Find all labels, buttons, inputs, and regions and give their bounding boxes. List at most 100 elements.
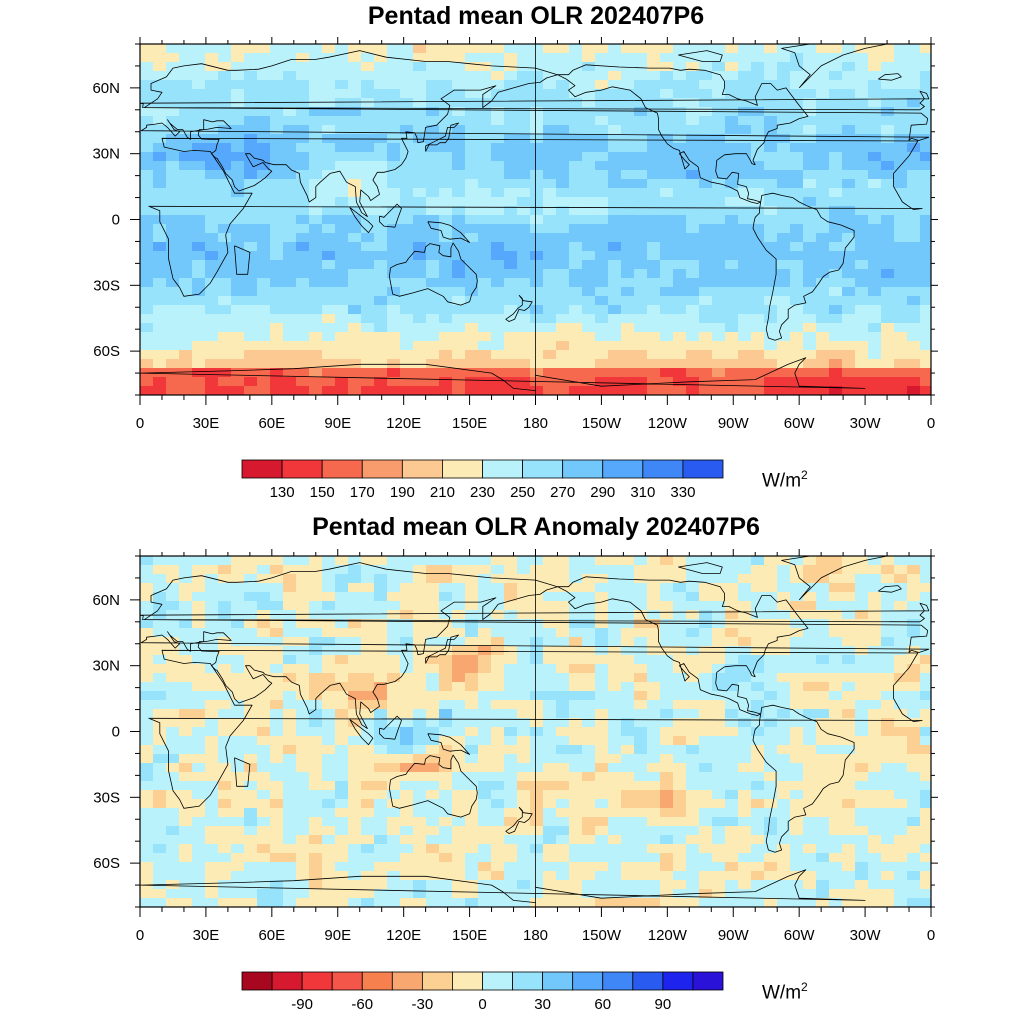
coastline bbox=[425, 122, 459, 152]
x-tick-label: 150W bbox=[582, 927, 622, 944]
colorbar-swatch bbox=[321, 459, 363, 479]
colorbar-label: -30 bbox=[412, 996, 434, 1013]
colorbar-swatch bbox=[542, 971, 574, 991]
colorbar-swatch bbox=[271, 971, 303, 991]
coastline bbox=[678, 562, 723, 574]
olr-anomaly-map-panel: 0 30E 60E 90E 120E 150E 180 150W 120W 90W 60W 30W 0 6… bbox=[92, 549, 938, 1013]
colorbar-swatch bbox=[692, 971, 724, 991]
x-tick-label: 90W bbox=[718, 415, 750, 432]
coastline bbox=[349, 207, 374, 234]
coastline bbox=[234, 245, 251, 275]
colorbar-swatch bbox=[361, 459, 403, 479]
coastline bbox=[425, 634, 459, 664]
coastline bbox=[389, 242, 478, 306]
colorbar-label: 270 bbox=[550, 484, 575, 501]
coastline bbox=[505, 294, 533, 322]
x-tick-label: 120E bbox=[386, 415, 421, 432]
coastline bbox=[140, 90, 930, 111]
colorbar-swatch bbox=[662, 971, 694, 991]
colorbar-label: -60 bbox=[351, 996, 373, 1013]
colorbar-label: 150 bbox=[310, 484, 335, 501]
colorbar-swatch bbox=[241, 459, 283, 479]
coastline bbox=[379, 203, 402, 228]
y-tick-label: 60N bbox=[92, 80, 120, 97]
x-tick-label: 0 bbox=[927, 415, 935, 432]
x-tick-label: 120W bbox=[648, 927, 688, 944]
colorbar-label: 90 bbox=[655, 996, 672, 1013]
olr-anomaly-units-text: W/m bbox=[762, 982, 802, 1004]
x-axis-ticks bbox=[139, 37, 932, 405]
x-tick-label: 180 bbox=[523, 927, 548, 944]
x-tick-label: 60W bbox=[784, 415, 816, 432]
coastline bbox=[234, 757, 251, 787]
y-tick-label: 30N bbox=[92, 658, 120, 675]
olr-map-panel: 0 30E 60E 90E 120E 150E 180 150W 120W 90W 60W 30W 0 6… bbox=[92, 37, 938, 501]
y-tick-label: 0 bbox=[112, 724, 120, 741]
coastline bbox=[557, 576, 809, 716]
colorbar-swatch bbox=[602, 971, 634, 991]
x-tick-label: 30E bbox=[193, 927, 220, 944]
y-tick-label: 60S bbox=[93, 855, 120, 872]
coastline bbox=[878, 73, 902, 81]
coastline bbox=[781, 44, 889, 89]
colorbar-swatch bbox=[482, 459, 523, 479]
colorbar-swatch bbox=[301, 971, 333, 991]
x-tick-label: 90W bbox=[718, 927, 750, 944]
coastline bbox=[505, 806, 533, 834]
olr-anomaly-coastlines bbox=[140, 556, 930, 903]
coastline bbox=[678, 50, 723, 62]
colorbar-swatch bbox=[401, 459, 443, 479]
x-tick-label: 0 bbox=[136, 415, 144, 432]
coastline bbox=[752, 704, 855, 853]
x-tick-label: 0 bbox=[927, 927, 935, 944]
y-axis-ticks bbox=[130, 555, 938, 908]
coastline bbox=[557, 64, 809, 204]
x-tick-label: 30W bbox=[850, 415, 882, 432]
coastline bbox=[427, 221, 470, 243]
coastline bbox=[781, 556, 889, 601]
colorbar-label: 310 bbox=[630, 484, 655, 501]
olr-colorbar: 130 150 170 190 210 230 250 270 290 310 330 bbox=[241, 459, 724, 501]
olr-units-text: W/m bbox=[762, 470, 802, 492]
colorbar-swatch bbox=[602, 459, 644, 479]
x-tick-label: 0 bbox=[136, 927, 144, 944]
y-axis-ticks bbox=[130, 43, 938, 396]
colorbar-label: 0 bbox=[478, 996, 486, 1013]
olr-map-title: Pentad mean OLR 202407P6 bbox=[367, 2, 705, 30]
olr-anomaly-units-sup: 2 bbox=[801, 980, 808, 994]
y-tick-label: 30S bbox=[93, 277, 120, 294]
colorbar-label: 30 bbox=[534, 996, 551, 1013]
coastline bbox=[427, 733, 470, 755]
x-tick-label: 30W bbox=[850, 927, 882, 944]
colorbar-swatch bbox=[562, 459, 604, 479]
colorbar-swatch bbox=[632, 971, 664, 991]
colorbar-swatch bbox=[361, 971, 393, 991]
colorbar-swatch bbox=[442, 459, 483, 479]
x-tick-label: 150E bbox=[452, 927, 487, 944]
colorbar-swatch bbox=[522, 459, 564, 479]
x-tick-label: 60W bbox=[784, 927, 816, 944]
colorbar-label: -90 bbox=[291, 996, 313, 1013]
colorbar-label: 250 bbox=[510, 484, 535, 501]
olr-units-sup: 2 bbox=[801, 468, 808, 482]
colorbar-swatch bbox=[682, 459, 724, 479]
x-tick-label: 180 bbox=[523, 415, 548, 432]
coastline bbox=[878, 585, 902, 593]
x-tick-label: 90E bbox=[324, 927, 351, 944]
y-tick-label: 60N bbox=[92, 592, 120, 609]
x-tick-label: 150E bbox=[452, 415, 487, 432]
coastline bbox=[140, 869, 866, 903]
colorbar-swatch bbox=[421, 971, 453, 991]
x-tick-label: 90E bbox=[324, 415, 351, 432]
coastline bbox=[148, 649, 923, 809]
coastline bbox=[140, 50, 930, 217]
coastline bbox=[752, 192, 855, 341]
coastline bbox=[140, 602, 930, 623]
colorbar-label: 210 bbox=[430, 484, 455, 501]
x-tick-label: 30E bbox=[193, 415, 220, 432]
colorbar-label: 130 bbox=[270, 484, 295, 501]
olr-anomaly-colorbar: -90 -60 -30 0 30 60 90 bbox=[241, 971, 724, 1013]
y-tick-label: 60S bbox=[93, 343, 120, 360]
colorbar-swatch bbox=[391, 971, 423, 991]
coastline bbox=[379, 715, 402, 740]
